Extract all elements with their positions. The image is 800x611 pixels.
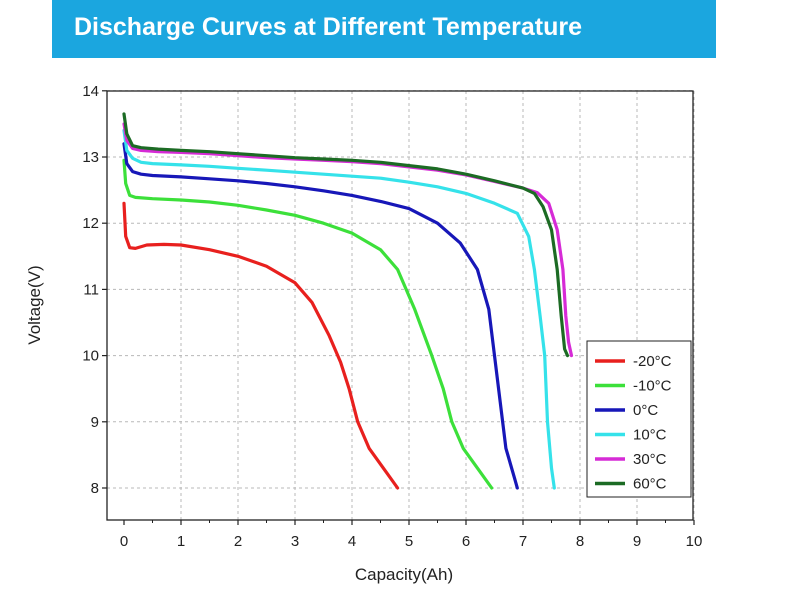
y-tick-label: 10: [82, 348, 99, 365]
series-line-0: [122, 201, 400, 490]
chart-title: Discharge Curves at Different Temperatur…: [74, 13, 583, 41]
y-tick-label: 14: [82, 83, 99, 100]
x-tick-label: 0: [120, 533, 128, 550]
legend-entry: 0°C: [633, 402, 658, 419]
series-line-1: [122, 158, 494, 490]
x-tick-label: 1: [177, 533, 185, 550]
x-tick-label: 3: [291, 533, 299, 550]
plot-frame: [106, 90, 694, 521]
legend-entry: 10°C: [633, 427, 667, 444]
y-axis-label: Voltage(V): [25, 265, 44, 344]
series-line-5: [122, 112, 570, 358]
y-tick-label: 12: [82, 215, 99, 232]
x-tick-label: 6: [462, 533, 470, 550]
y-tick-label: 11: [83, 281, 99, 298]
x-tick-label: 8: [576, 533, 584, 550]
x-tick-label: 2: [234, 533, 242, 550]
x-tick-label: 9: [633, 533, 641, 550]
legend-entry: 30°C: [633, 451, 667, 468]
x-tick-label: 10: [686, 533, 703, 550]
x-tick-label: 4: [348, 533, 356, 550]
title-banner: Discharge Curves at Different Temperatur…: [52, 0, 716, 58]
legend-entry: -10°C: [633, 378, 672, 395]
y-tick-label: 9: [91, 414, 99, 431]
x-tick-label: 7: [519, 533, 527, 550]
x-axis-label: Capacity(Ah): [355, 565, 453, 584]
legend-entry: -20°C: [633, 353, 672, 370]
legend-box: [586, 340, 692, 498]
y-tick-label: 8: [91, 480, 99, 497]
y-tick-label: 13: [82, 149, 99, 166]
series-line-2: [122, 142, 519, 490]
x-tick-label: 5: [405, 533, 413, 550]
legend-entry: 60°C: [633, 476, 667, 493]
series-line-3: [122, 128, 556, 490]
